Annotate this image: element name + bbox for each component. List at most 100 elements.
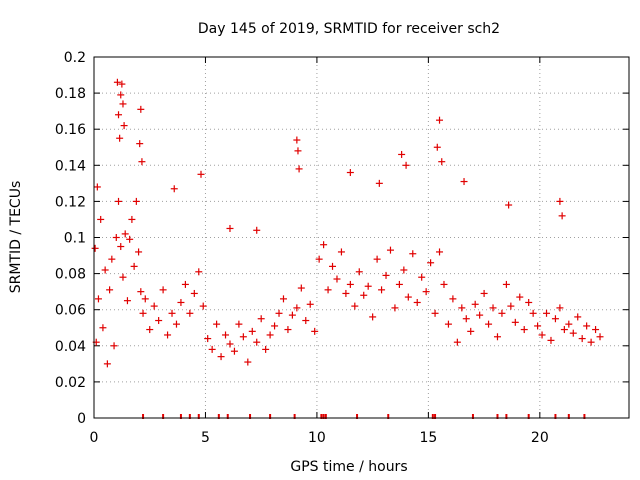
data-point: [146, 326, 154, 334]
data-point: [565, 320, 573, 328]
data-point: [139, 309, 147, 317]
data-point: [505, 201, 513, 209]
data-point: [284, 326, 292, 334]
data-point: [117, 243, 125, 251]
y-tick-label: 0: [77, 411, 86, 427]
data-point: [386, 246, 394, 254]
data-point: [208, 345, 216, 353]
data-point: [453, 338, 461, 346]
data-point: [226, 340, 234, 348]
data-point: [458, 304, 466, 312]
x-tick-label: 0: [90, 430, 99, 446]
data-point: [113, 78, 121, 86]
data-point: [271, 322, 279, 330]
data-point: [155, 317, 163, 325]
data-point: [293, 136, 301, 144]
data-point: [333, 275, 341, 283]
data-point: [93, 183, 101, 191]
data-point: [119, 273, 127, 281]
data-point: [141, 295, 149, 303]
data-points: [91, 78, 604, 368]
y-tick-label: 0.14: [55, 158, 86, 174]
data-point: [418, 273, 426, 281]
data-point: [485, 320, 493, 328]
data-point: [329, 262, 337, 270]
data-point: [275, 309, 283, 317]
data-point: [409, 250, 417, 258]
data-point: [543, 309, 551, 317]
data-point: [592, 326, 600, 334]
data-point: [294, 147, 302, 155]
data-point: [101, 266, 109, 274]
data-point: [364, 282, 372, 290]
data-point: [177, 298, 185, 306]
data-point: [596, 333, 604, 341]
data-point: [197, 170, 205, 178]
data-point: [150, 302, 158, 310]
data-point: [213, 320, 221, 328]
data-point: [489, 304, 497, 312]
data-point: [116, 134, 124, 142]
data-point: [511, 318, 519, 326]
data-point: [199, 302, 207, 310]
data-point: [230, 347, 238, 355]
data-point: [556, 197, 564, 205]
data-point: [360, 291, 368, 299]
data-point: [355, 268, 363, 276]
data-point: [431, 309, 439, 317]
data-point: [190, 289, 198, 297]
data-point: [404, 293, 412, 301]
data-point: [248, 327, 256, 335]
data-point: [346, 280, 354, 288]
data-point: [438, 158, 446, 166]
data-point: [402, 161, 410, 169]
data-point: [123, 297, 131, 305]
x-axis-label: GPS time / hours: [290, 459, 407, 475]
data-point: [558, 212, 566, 220]
y-axis-label: SRMTID / TECUs: [8, 181, 24, 294]
data-point: [121, 230, 129, 238]
data-point: [91, 244, 99, 252]
data-point: [186, 309, 194, 317]
data-point: [288, 311, 296, 319]
data-point: [126, 235, 134, 243]
data-point: [172, 320, 180, 328]
data-point: [427, 259, 435, 267]
data-point: [373, 255, 381, 263]
y-tick-label: 0.2: [64, 50, 86, 66]
data-point: [295, 165, 303, 173]
data-point: [297, 284, 305, 292]
data-point: [222, 331, 230, 339]
data-point: [467, 327, 475, 335]
data-point: [128, 215, 136, 223]
data-point: [320, 241, 328, 249]
data-point: [108, 255, 116, 263]
data-point: [226, 224, 234, 232]
data-point: [115, 197, 123, 205]
data-point: [560, 326, 568, 334]
data-point: [94, 295, 102, 303]
data-point: [556, 304, 564, 312]
data-point: [547, 336, 555, 344]
data-point: [471, 300, 479, 308]
x-tick-label: 15: [419, 430, 437, 446]
data-point: [306, 300, 314, 308]
data-point: [587, 338, 595, 346]
data-point: [115, 111, 123, 119]
data-point: [119, 100, 127, 108]
data-point: [516, 293, 524, 301]
data-point: [480, 289, 488, 297]
data-point: [204, 335, 212, 343]
data-point: [369, 313, 377, 321]
data-point: [578, 335, 586, 343]
data-point: [351, 302, 359, 310]
plot-frame: [93, 56, 630, 419]
data-point: [239, 333, 247, 341]
data-point: [529, 309, 537, 317]
data-point: [97, 215, 105, 223]
data-point: [181, 280, 189, 288]
data-point: [498, 309, 506, 317]
data-point: [138, 158, 146, 166]
data-point: [164, 331, 172, 339]
y-tick-label: 0.1: [64, 231, 86, 247]
